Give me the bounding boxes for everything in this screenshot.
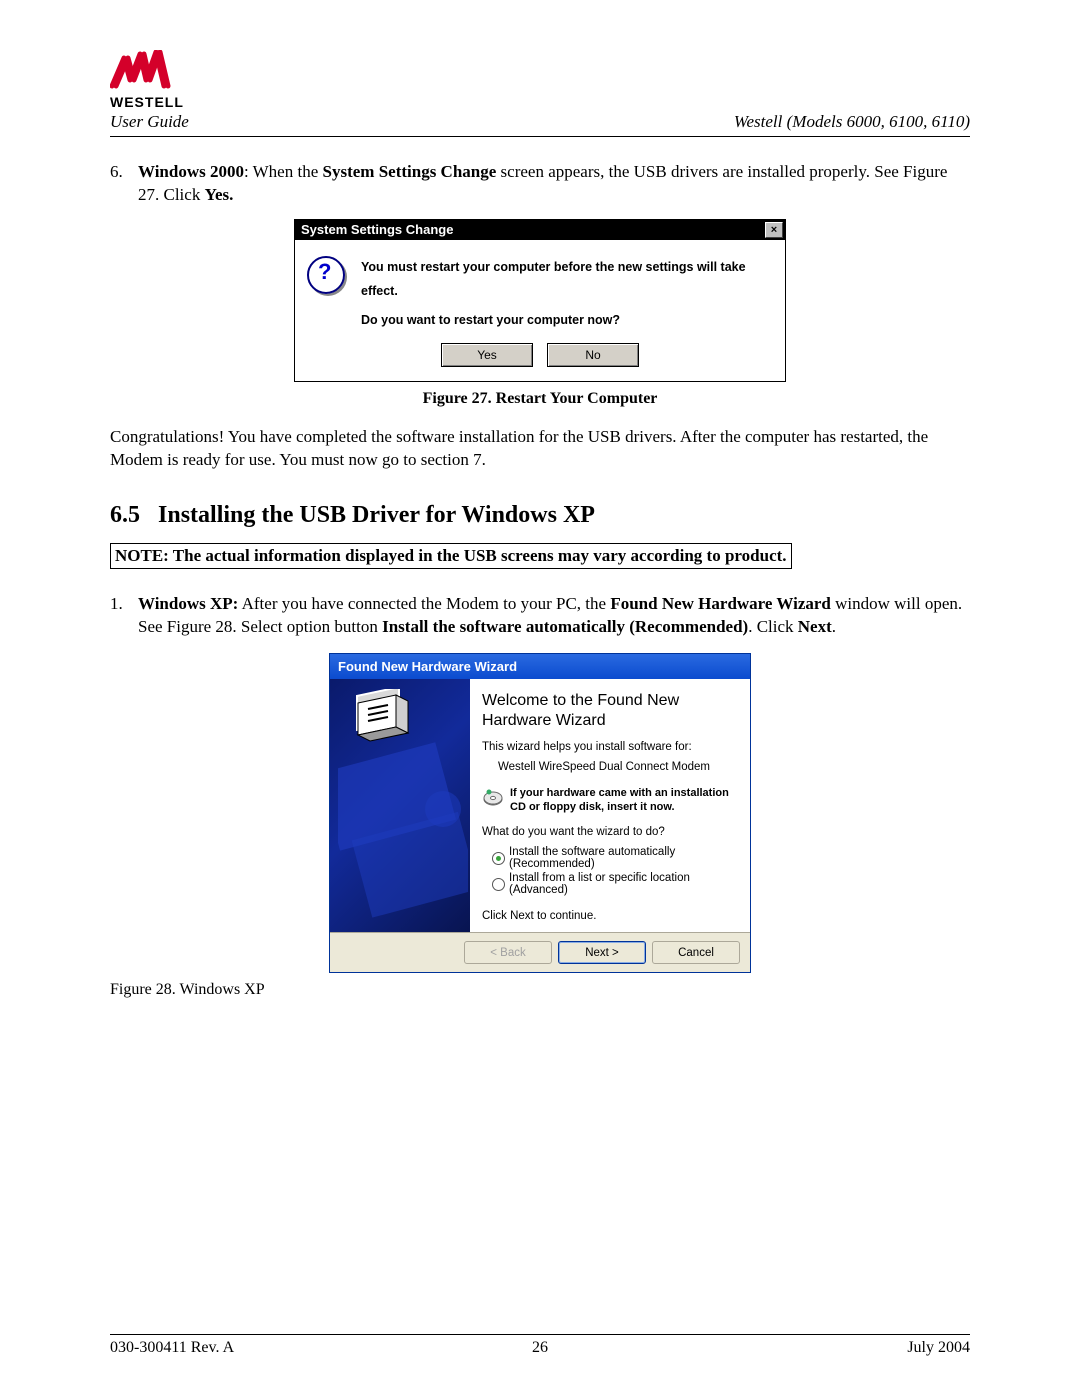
question-icon <box>307 256 361 333</box>
radio-label: Install from a list or specific location… <box>509 872 736 896</box>
click-next-text: Click Next to continue. <box>482 910 736 922</box>
step-number: 6. <box>110 161 138 207</box>
step-body: Windows XP: After you have connected the… <box>138 593 970 639</box>
wizard-subtext: This wizard helps you install software f… <box>482 741 736 753</box>
no-button[interactable]: No <box>547 343 639 367</box>
wizard-question: What do you want the wizard to do? <box>482 826 736 838</box>
system-settings-change-dialog: System Settings Change × You must restar… <box>294 219 786 382</box>
page-footer: 030-300411 Rev. A 26 July 2004 <box>110 1334 970 1357</box>
radio-specific[interactable]: Install from a list or specific location… <box>492 872 736 896</box>
radio-auto[interactable]: Install the software automatically (Reco… <box>492 846 736 870</box>
dialog-message: You must restart your computer before th… <box>361 256 773 333</box>
yes-button[interactable]: Yes <box>441 343 533 367</box>
wizard-heading: Welcome to the Found New Hardware Wizard <box>482 691 736 731</box>
close-icon[interactable]: × <box>765 222 783 238</box>
wizard-graphic-icon <box>338 689 468 949</box>
models-label: Westell (Models 6000, 6100, 6110) <box>734 112 970 132</box>
page-header: WESTELL User Guide Westell (Models 6000,… <box>110 50 970 137</box>
step-body: Windows 2000: When the System Settings C… <box>138 161 970 207</box>
wizard-sidebar <box>330 679 470 933</box>
logo: WESTELL User Guide <box>110 50 189 132</box>
footer-page-number: 26 <box>110 1339 970 1357</box>
dialog-title-bar: Found New Hardware Wizard <box>330 654 750 679</box>
westell-logo-icon <box>110 50 180 96</box>
figure-27-caption: Figure 27. Restart Your Computer <box>110 390 970 408</box>
step-number: 1. <box>110 593 138 639</box>
dialog-title-bar: System Settings Change × <box>295 220 785 240</box>
found-new-hardware-dialog: Found New Hardware Wizard Welcome to t <box>329 653 751 974</box>
note-box: NOTE: The actual information displayed i… <box>110 543 792 569</box>
back-button[interactable]: < Back <box>464 941 552 964</box>
cancel-button[interactable]: Cancel <box>652 941 740 964</box>
user-guide-label: User Guide <box>110 112 189 132</box>
cd-icon <box>482 787 504 815</box>
step-1: 1. Windows XP: After you have connected … <box>110 593 970 639</box>
section-heading: 6.5 Installing the USB Driver for Window… <box>110 502 970 529</box>
next-button[interactable]: Next > <box>558 941 646 964</box>
dialog-title: System Settings Change <box>301 222 453 237</box>
device-name: Westell WireSpeed Dual Connect Modem <box>498 761 736 773</box>
radio-icon <box>492 878 505 891</box>
cd-info-text: If your hardware came with an installati… <box>510 787 736 815</box>
radio-icon <box>492 852 505 865</box>
wizard-content: Welcome to the Found New Hardware Wizard… <box>470 679 750 933</box>
step-6: 6. Windows 2000: When the System Setting… <box>110 161 970 207</box>
radio-label: Install the software automatically (Reco… <box>509 846 736 870</box>
figure-28-caption: Figure 28. Windows XP <box>110 981 970 999</box>
cd-info-row: If your hardware came with an installati… <box>482 787 736 815</box>
congratulations-text: Congratulations! You have completed the … <box>110 426 970 472</box>
logo-text: WESTELL <box>110 94 184 110</box>
